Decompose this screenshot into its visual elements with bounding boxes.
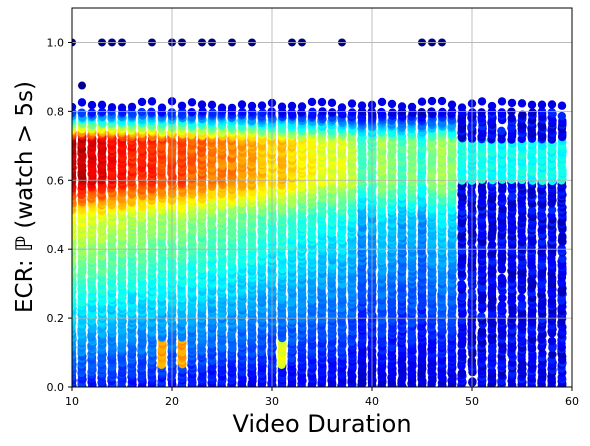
data-point (72, 102, 77, 112)
data-point (417, 107, 426, 117)
data-point (77, 98, 87, 107)
data-point (237, 100, 247, 109)
data-point (407, 102, 417, 112)
data-point (238, 107, 247, 117)
data-point (187, 98, 197, 107)
data-point (137, 97, 147, 107)
data-point (387, 99, 397, 109)
data-point (97, 100, 107, 110)
data-point (137, 107, 146, 117)
data-point (98, 107, 107, 117)
data-point (257, 101, 267, 110)
data-point (177, 101, 187, 110)
data-point (287, 101, 297, 111)
data-point (377, 107, 386, 117)
data-point (87, 108, 97, 117)
data-point (147, 97, 157, 106)
data-point (337, 103, 347, 112)
data-point (227, 103, 237, 113)
data-point (307, 97, 317, 107)
data-point (157, 103, 167, 112)
data-point (427, 96, 437, 106)
data-point (147, 107, 156, 117)
data-point (127, 102, 137, 112)
data-point (377, 97, 387, 107)
data-point (317, 97, 327, 107)
data-point (417, 97, 427, 106)
data-point (107, 103, 117, 112)
data-point (357, 101, 367, 110)
data-point (247, 101, 257, 111)
data-point (388, 108, 397, 117)
data-point (207, 100, 217, 110)
data-point (197, 100, 207, 109)
data-point (308, 107, 317, 117)
data-point (397, 102, 407, 111)
data-point (117, 103, 127, 112)
data-point (87, 100, 97, 110)
data-point (77, 108, 86, 117)
data-point (327, 98, 337, 108)
data-point (217, 103, 227, 112)
data-point (347, 99, 357, 108)
data-point (348, 108, 357, 117)
data-point (328, 108, 337, 117)
data-point (277, 102, 287, 111)
data-point (208, 108, 217, 117)
data-point (187, 107, 196, 117)
data-point (297, 102, 307, 111)
data-point (258, 108, 267, 117)
